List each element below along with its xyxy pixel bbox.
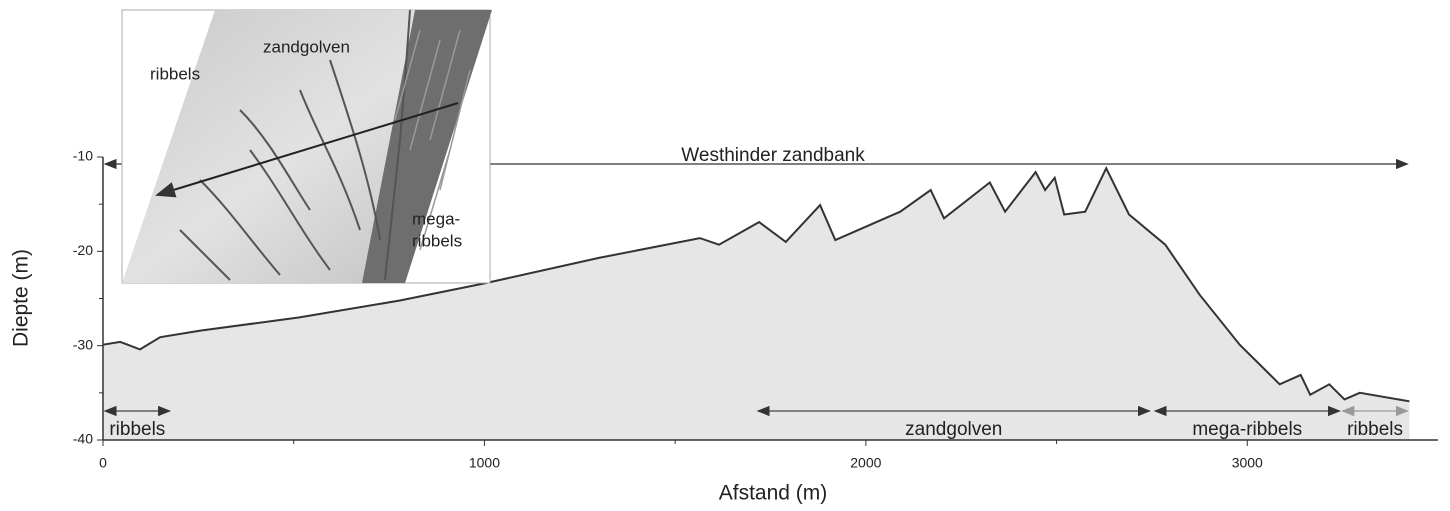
inset-label: ribbels [412,231,462,250]
inset-label: ribbels [150,64,200,83]
y-tick-label: -40 [73,431,93,447]
y-tick-label: -10 [73,148,93,164]
span-label: ribbels [1347,419,1403,440]
x-axis-label: Afstand (m) [719,482,828,505]
span-label: zandgolven [905,419,1002,440]
span-label: mega-ribbels [1192,419,1302,440]
y-tick-label: -20 [73,242,93,258]
span-label: Westhinder zandbank [681,145,865,166]
x-tick-label: 0 [99,455,107,471]
page: -10 -20 -30 -40 0 1000 2000 3000 Westhinder zand… [0,0,1450,511]
x-tick-label: 1000 [469,455,500,471]
inset-label: mega- [412,209,460,228]
chart: -10 -20 -30 -40 0 1000 2000 3000 Westhinder zand… [0,0,1450,511]
inset-label: zandgolven [263,37,350,56]
y-tick-label: -30 [73,336,93,352]
x-tick-label: 3000 [1232,455,1263,471]
inset: ribbels zandgolven mega- ribbels [122,10,492,283]
span-label: ribbels [109,419,165,440]
x-tick-label: 2000 [850,455,881,471]
y-axis-label: Diepte (m) [10,249,33,347]
